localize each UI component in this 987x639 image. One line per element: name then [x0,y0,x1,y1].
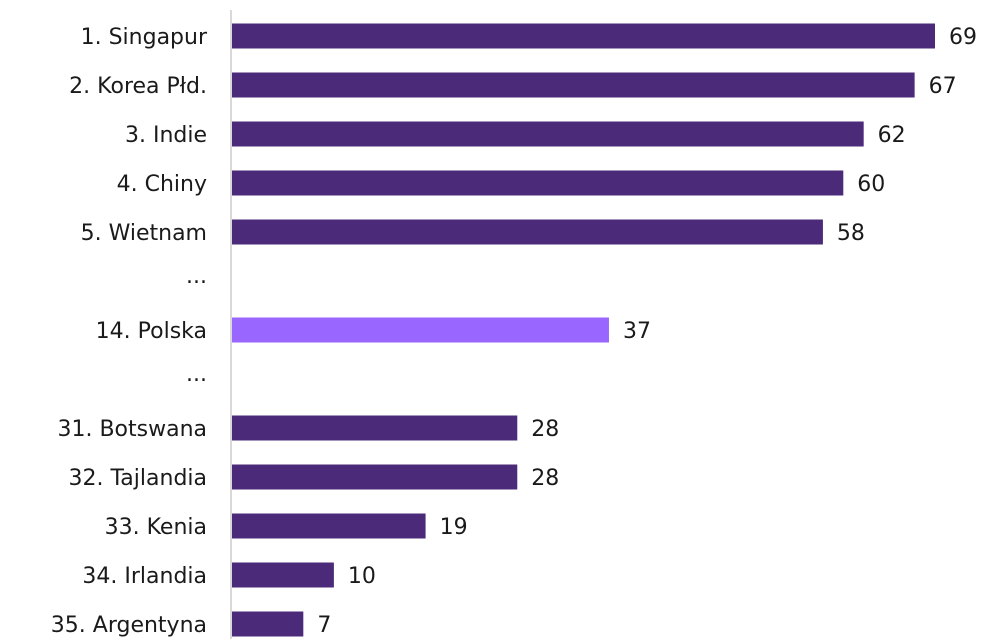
category-label: 35. Argentyna [51,613,207,638]
value-label: 7 [317,613,331,638]
bar [232,121,864,147]
bar [232,464,518,490]
category-label: 34. Irlandia [82,564,207,589]
bar [232,23,935,49]
value-label: 10 [348,564,376,589]
bar [232,513,426,539]
value-label: 28 [531,417,559,442]
category-label: 1. Singapur [81,25,208,50]
category-labels: 1. Singapur 2. Korea Płd. 3. Indie 4. Chiny… [51,25,208,638]
category-label: 33. Kenia [105,515,207,540]
ellipsis-label: ... [186,264,207,289]
bar-highlighted [232,317,609,343]
bar [232,415,518,441]
value-label: 62 [878,123,906,148]
value-labels: 69 67 62 60 58 37 28 28 19 10 7 [317,25,977,638]
bar [232,219,823,245]
ellipsis-label: ... [186,362,207,387]
value-label: 58 [837,221,865,246]
value-label: 28 [531,466,559,491]
value-label: 60 [857,172,885,197]
category-label: 32. Tajlandia [69,466,207,491]
bar [232,170,844,196]
value-label: 69 [949,25,977,50]
category-label: 5. Wietnam [81,221,207,246]
bar [232,72,915,98]
category-label: 14. Polska [96,319,207,344]
bar [232,611,304,637]
value-label: 19 [440,515,468,540]
bar [232,562,334,588]
bars [232,23,935,637]
value-label: 37 [623,319,651,344]
category-label: 4. Chiny [117,172,207,197]
category-label: 31. Botswana [57,417,207,442]
category-label: 2. Korea Płd. [69,74,207,99]
value-label: 67 [929,74,957,99]
category-label: 3. Indie [125,123,207,148]
